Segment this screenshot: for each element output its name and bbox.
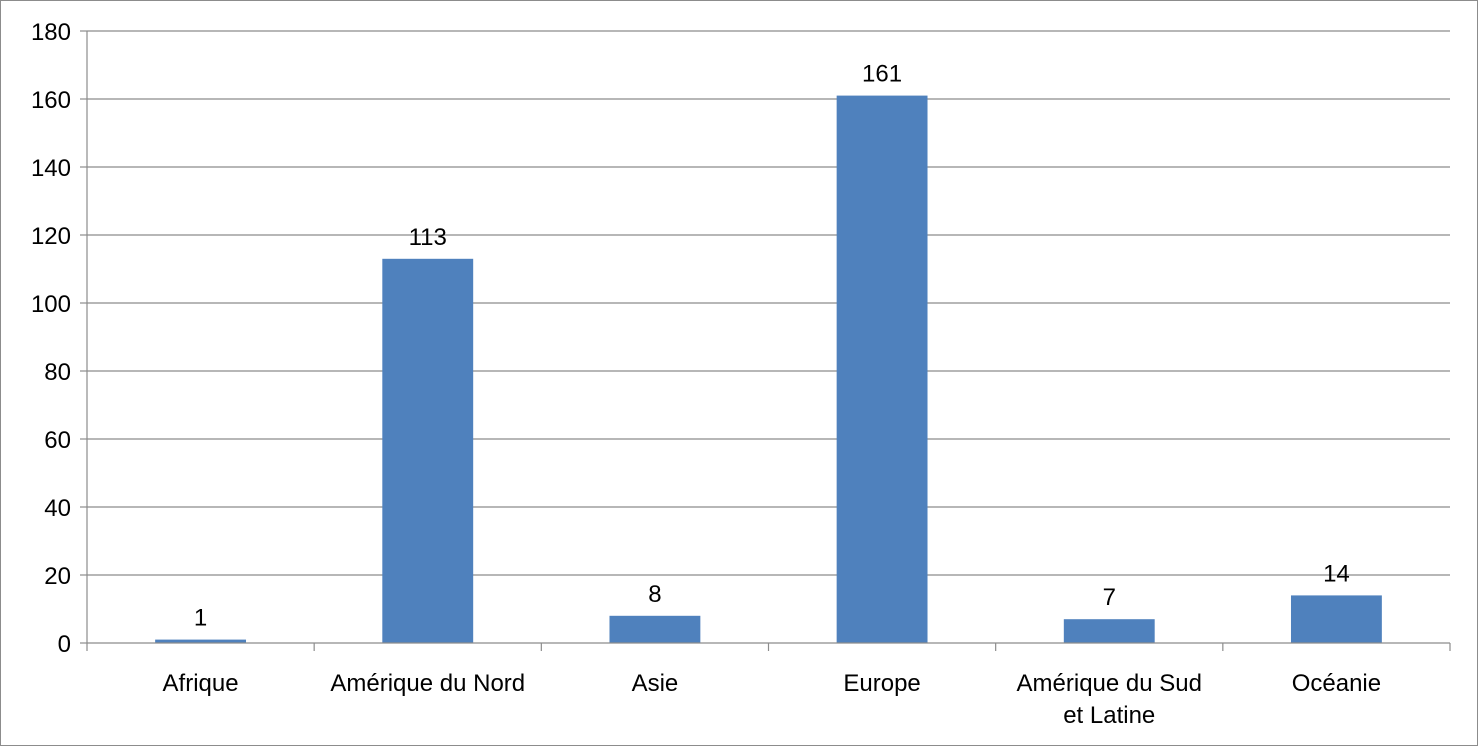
data-label-4: 7 — [1103, 584, 1116, 611]
bar-2 — [609, 615, 701, 643]
bar-5 — [1290, 595, 1382, 643]
y-tick-label-120: 120 — [31, 223, 71, 250]
bar-4 — [1063, 619, 1155, 643]
data-label-5: 14 — [1323, 560, 1350, 587]
y-tick-label-40: 40 — [44, 495, 71, 522]
data-label-1: 113 — [409, 224, 447, 251]
data-label-2: 8 — [648, 581, 661, 608]
data-label-0: 1 — [194, 605, 207, 632]
category-label-0: Afrique — [163, 670, 239, 697]
category-label-4-line-1: et Latine — [1063, 702, 1155, 729]
y-tick-label-80: 80 — [44, 359, 71, 386]
y-tick-label-0: 0 — [58, 631, 71, 658]
category-label-5: Océanie — [1292, 670, 1381, 697]
labels: 0 20 40 60 80 100 120 140 160 180 1 Afrique 113 Améri… — [31, 19, 1381, 729]
data-label-3: 161 — [862, 61, 902, 88]
bars — [155, 95, 1382, 644]
bar-3 — [836, 95, 928, 644]
axes — [80, 30, 1451, 651]
y-tick-label-60: 60 — [44, 427, 71, 454]
gridlines — [87, 30, 1450, 576]
category-label-1: Amérique du Nord — [330, 670, 525, 697]
y-tick-label-20: 20 — [44, 563, 71, 590]
category-label-3: Europe — [843, 670, 920, 697]
bar-0 — [155, 639, 247, 643]
y-tick-label-100: 100 — [31, 291, 71, 318]
bar-1 — [382, 258, 474, 643]
category-label-4-line-0: Amérique du Sud — [1017, 670, 1202, 697]
y-tick-label-160: 160 — [31, 87, 71, 114]
y-tick-label-180: 180 — [31, 19, 71, 46]
y-tick-label-140: 140 — [31, 155, 71, 182]
category-label-2: Asie — [632, 670, 679, 697]
